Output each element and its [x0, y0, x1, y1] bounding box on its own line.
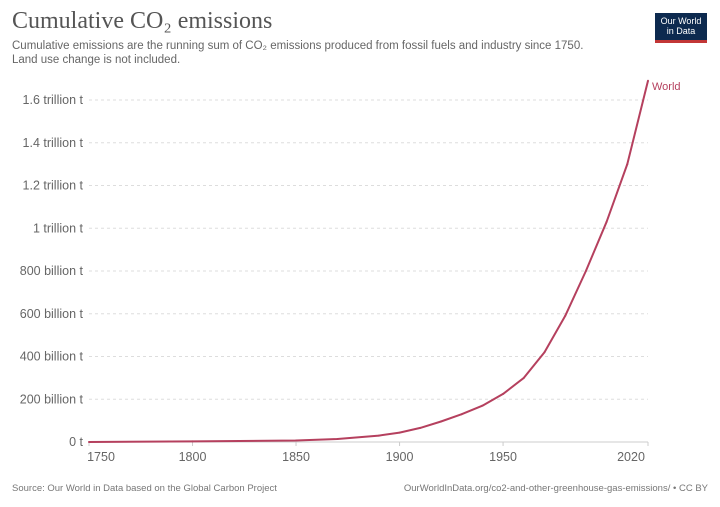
y-tick-label: 400 billion t: [20, 350, 84, 364]
data-point: [419, 426, 422, 429]
data-point: [336, 438, 339, 441]
y-tick-label: 1.2 trillion t: [23, 179, 84, 193]
series-line-world: [88, 80, 649, 443]
data-point: [522, 376, 525, 379]
y-tick-label: 200 billion t: [20, 392, 84, 406]
y-tick-label: 1 trillion t: [33, 221, 84, 235]
data-point: [88, 441, 90, 443]
data-point: [398, 431, 401, 434]
chart-subtitle: Cumulative emissions are the running sum…: [12, 39, 632, 67]
logo-text: Our World: [660, 16, 702, 26]
x-tick-label: 1850: [282, 450, 310, 464]
subtitle-line: Cumulative emissions are the running sum…: [12, 40, 584, 52]
y-tick-label: 600 billion t: [20, 307, 84, 321]
data-point: [605, 220, 608, 223]
subtitle-line: Land use change is not included.: [12, 54, 181, 66]
data-point: [460, 413, 463, 416]
owid-logo[interactable]: Our World in Data: [655, 13, 707, 43]
source-link[interactable]: OurWorldInData.org/co2-and-other-greenho…: [403, 483, 708, 494]
data-point: [295, 439, 298, 442]
data-point: [564, 314, 567, 317]
data-point: [543, 351, 546, 354]
y-tick-label: 1.6 trillion t: [23, 93, 84, 107]
x-tick-label: 1900: [386, 450, 414, 464]
source-note: Source: Our World in Data based on the G…: [12, 483, 277, 494]
y-tick-label: 800 billion t: [20, 264, 84, 278]
logo-text: in Data: [666, 26, 696, 36]
data-point: [502, 392, 505, 395]
data-point: [439, 420, 442, 423]
data-point: [481, 404, 484, 407]
x-tick-label: 2020: [617, 450, 645, 464]
x-tick-label: 1950: [489, 450, 517, 464]
chart-title: Cumulative CO₂ emissions: [12, 8, 273, 34]
data-point: [647, 79, 649, 82]
data-point: [377, 434, 380, 437]
data-point: [584, 270, 587, 272]
x-tick-label: 1750: [87, 450, 115, 464]
y-tick-label: 0 t: [69, 435, 83, 449]
y-tick-label: 1.4 trillion t: [23, 136, 84, 150]
data-point: [626, 163, 629, 166]
x-tick-label: 1800: [179, 450, 207, 464]
series-label: World: [652, 81, 681, 93]
chart-area: 0 t 200 billion t 400 billion t 600 billion…: [20, 79, 681, 464]
data-point: [191, 440, 194, 443]
